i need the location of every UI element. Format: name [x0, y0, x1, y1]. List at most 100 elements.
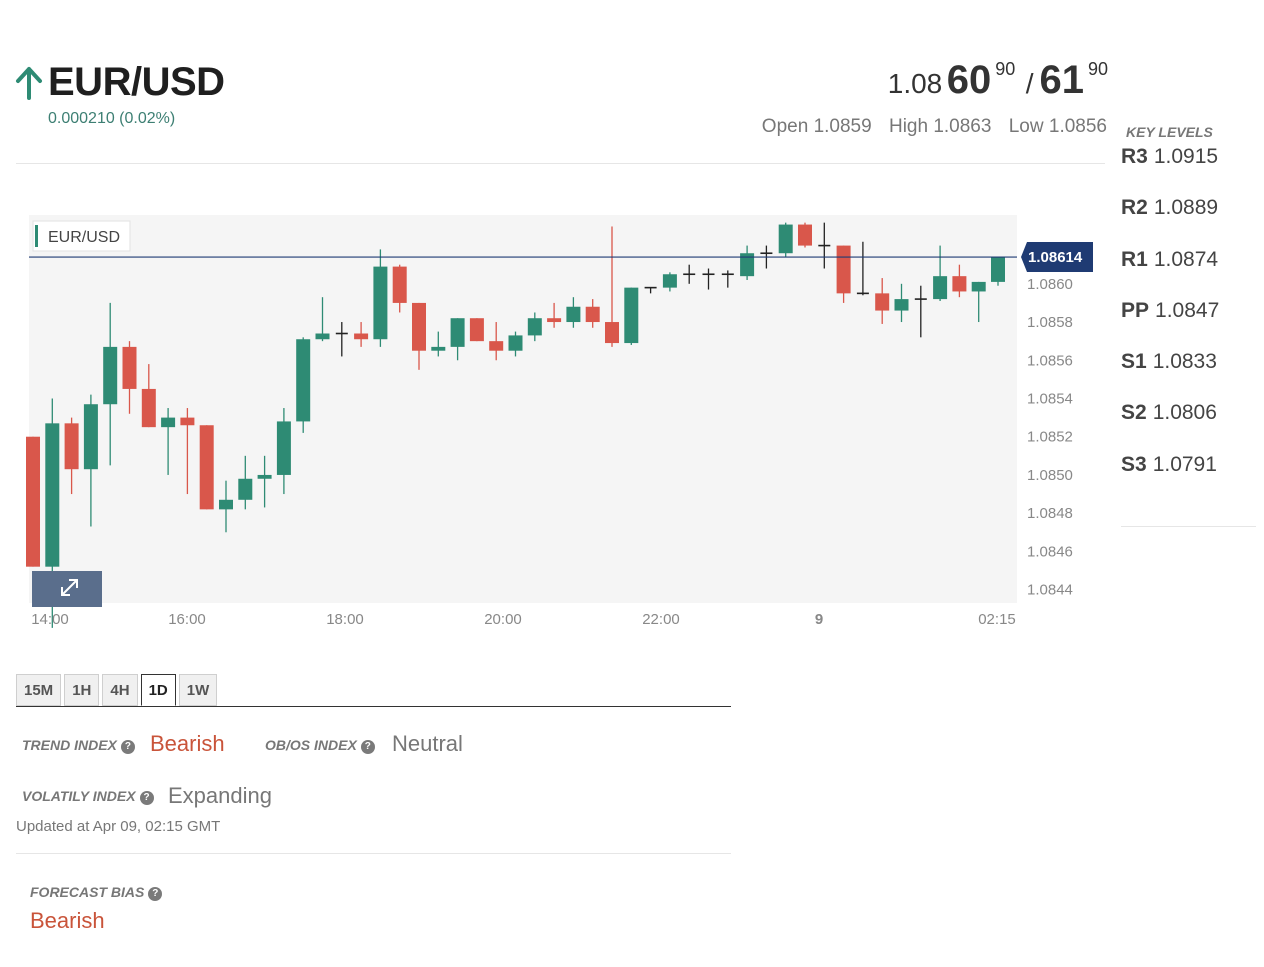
ask-fraction: 90: [1087, 59, 1108, 79]
y-tick-label: 1.0854: [1027, 390, 1073, 407]
x-tick-label: 14:00: [31, 611, 69, 628]
candle: [83, 394, 98, 527]
trend-index-label: TREND INDEX?: [22, 737, 135, 754]
key-level-s3: S3 1.0791: [1121, 452, 1217, 476]
forecast-bias-label: FORECAST BIAS?: [30, 884, 163, 901]
candle-body: [392, 266, 407, 303]
candle-body: [45, 423, 60, 567]
candle-body: [64, 423, 79, 470]
candle-body: [412, 302, 426, 351]
candle: [702, 268, 715, 290]
candle-body: [798, 224, 812, 246]
candle: [508, 331, 523, 357]
candle-body: [354, 333, 369, 340]
current-price-label: 1.08614: [1028, 249, 1083, 266]
x-axis: 14:00 16:00 18:00 20:00 22:00 9 02:15: [31, 611, 1016, 628]
y-tick-label: 1.0846: [1027, 543, 1073, 560]
price-quote: 1.08 60 90 /61 90: [888, 58, 1108, 103]
obos-index-value: Neutral: [392, 731, 463, 756]
candle: [778, 222, 793, 258]
y-tick-label: 1.0844: [1027, 582, 1073, 599]
ohl-stats: Open 1.0859 High 1.0863 Low 1.0856: [762, 116, 1107, 138]
help-icon[interactable]: ?: [360, 740, 375, 754]
candle-body: [219, 499, 233, 510]
bid-fraction: 90: [995, 59, 1016, 79]
low-value: 1.0856: [1048, 116, 1107, 137]
candle: [721, 270, 734, 288]
candle: [585, 299, 600, 328]
candle-body: [624, 287, 639, 344]
plot-area: [29, 215, 1017, 603]
candle: [798, 222, 812, 248]
key-level-r2: R2 1.0889: [1121, 196, 1219, 220]
candle-body: [585, 306, 600, 323]
candle: [257, 455, 272, 508]
candle-body: [238, 478, 253, 500]
tab-1d[interactable]: 1D: [140, 674, 176, 706]
volatility-index-value: Expanding: [168, 783, 272, 808]
obos-index-label: OB/OS INDEX?: [265, 737, 375, 754]
tab-1h[interactable]: 1H: [64, 674, 100, 706]
candle: [624, 287, 639, 345]
candle-body: [952, 276, 967, 292]
open-value: 1.0859: [813, 116, 872, 137]
candle: [180, 408, 195, 495]
candle-body: [991, 257, 1005, 282]
candle: [103, 302, 118, 466]
candle: [644, 286, 657, 294]
tab-4h[interactable]: 4H: [102, 674, 138, 706]
y-tick-label: 1.0856: [1027, 352, 1073, 369]
candle: [856, 241, 869, 296]
candle-body: [489, 341, 504, 351]
bid-prefix: 1.08: [887, 68, 943, 99]
candle-body: [431, 346, 446, 351]
x-tick-label: 22:00: [642, 611, 680, 628]
candle: [450, 318, 465, 361]
y-tick-label: 1.0850: [1027, 467, 1073, 484]
candle-body: [662, 274, 677, 288]
high-value: 1.0863: [933, 116, 992, 137]
candle: [527, 312, 542, 342]
candle-body: [180, 417, 195, 426]
key-level-r3: R3 1.0915: [1121, 145, 1219, 168]
candle-body: [527, 318, 542, 336]
price-tag: 1.08614: [1021, 242, 1093, 273]
tab-15m[interactable]: 15M: [16, 674, 62, 706]
candle: [952, 264, 967, 298]
candle: [141, 364, 156, 428]
candle: [238, 455, 253, 510]
candle-body: [83, 404, 98, 470]
candle-body: [141, 388, 156, 428]
help-icon[interactable]: ?: [120, 740, 135, 754]
bid-pips: 60: [946, 58, 992, 102]
help-icon[interactable]: ?: [148, 887, 163, 901]
help-icon[interactable]: ?: [139, 791, 154, 805]
candle-body: [547, 318, 562, 323]
candle: [392, 264, 407, 313]
volatility-index-label: VOLATILY INDEX?: [22, 788, 154, 805]
candle: [354, 322, 369, 347]
key-levels-list: R3 1.0915 R2 1.0889 R1 1.0874 PP 1.0847 S1 1.…: [1121, 145, 1219, 504]
y-tick-label: 1.0848: [1027, 505, 1073, 522]
candle: [683, 264, 696, 284]
timeframe-tabs: 15M 1H 4H 1D 1W: [16, 674, 220, 706]
updated-timestamp: Updated at Apr 09, 02:15 GMT: [16, 818, 221, 835]
tab-1w[interactable]: 1W: [178, 674, 218, 706]
open-label: Open: [761, 116, 809, 137]
header-divider: [16, 163, 1105, 164]
candle: [296, 337, 311, 433]
forecast-bias-value: Bearish: [30, 908, 105, 933]
candle-body: [161, 417, 176, 428]
candle: [605, 226, 619, 347]
candle-body: [450, 318, 465, 347]
price-chart[interactable]: 1.0844 1.0846 1.0848 1.0850 1.0852 1.0854 1.08…: [0, 205, 1110, 640]
candle-body: [373, 266, 388, 340]
candle-body: [740, 253, 755, 277]
tabs-underline: [16, 706, 731, 707]
x-tick-label: 9: [815, 611, 823, 628]
candle: [64, 417, 79, 495]
candle-body: [875, 293, 890, 311]
y-tick-label: 1.0852: [1027, 429, 1073, 446]
candle-body: [315, 333, 330, 340]
fullscreen-button[interactable]: [32, 571, 102, 607]
